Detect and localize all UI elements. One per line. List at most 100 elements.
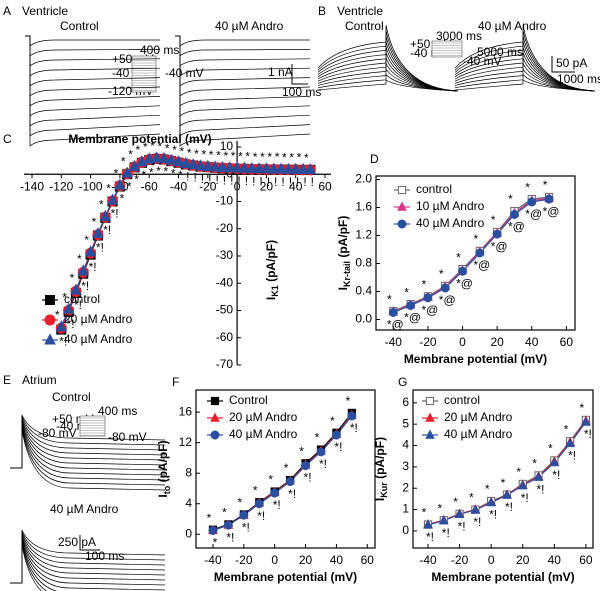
current-trace bbox=[317, 63, 459, 92]
data-point bbox=[106, 193, 119, 205]
panel-letter: B bbox=[318, 4, 326, 18]
x-tick-label: 0 bbox=[271, 553, 278, 567]
data-point bbox=[509, 210, 519, 219]
y-tick-label: -20 bbox=[216, 221, 234, 235]
significance-mark: ! bbox=[223, 173, 226, 187]
significance-mark: * bbox=[580, 401, 585, 415]
legend-label: Control bbox=[229, 393, 268, 407]
significance-mark: * bbox=[284, 461, 289, 475]
plot-frame bbox=[412, 389, 594, 549]
significance-mark: *! bbox=[96, 241, 104, 255]
significance-mark: *@ bbox=[439, 293, 456, 307]
significance-mark: *! bbox=[521, 491, 529, 505]
significance-mark: * bbox=[158, 140, 163, 154]
data-point bbox=[70, 283, 82, 295]
current-trace bbox=[10, 417, 166, 469]
data-point bbox=[223, 520, 233, 530]
legend-marker bbox=[210, 430, 220, 440]
significance-mark: * bbox=[453, 495, 458, 509]
significance-mark: *! bbox=[81, 279, 89, 293]
data-point bbox=[423, 293, 433, 303]
significance-mark: * bbox=[387, 292, 392, 306]
panel-letter: A bbox=[3, 4, 11, 18]
current-trace bbox=[317, 67, 459, 92]
panel-letter: E bbox=[3, 373, 11, 387]
series-line bbox=[212, 412, 353, 531]
protocol-label: 400 ms bbox=[98, 404, 137, 418]
legend-label: 20 µM Andro bbox=[229, 410, 298, 424]
significance-mark: * bbox=[121, 154, 126, 168]
significance-mark: ! bbox=[296, 175, 299, 189]
legend-marker bbox=[44, 333, 56, 345]
current-trace bbox=[10, 422, 166, 469]
y-axis-label: IKr-tail (pA/pF) bbox=[336, 216, 352, 291]
scale-bar bbox=[291, 64, 308, 85]
significance-mark: ! bbox=[259, 175, 262, 189]
x-tick-label: 0 bbox=[234, 179, 241, 193]
significance-mark: * bbox=[525, 180, 530, 194]
current-trace bbox=[10, 537, 166, 584]
x-tick-label: 20 bbox=[516, 553, 530, 567]
x-tick-label: 60 bbox=[579, 553, 593, 567]
data-point bbox=[527, 197, 537, 207]
significance-mark: * bbox=[532, 457, 537, 471]
significance-mark: *! bbox=[304, 471, 312, 485]
legend-label: 40 µM Andro bbox=[229, 427, 298, 441]
significance-mark: * bbox=[404, 285, 409, 299]
significance-mark: * bbox=[149, 165, 154, 179]
significance-mark: * bbox=[201, 148, 206, 162]
scale-bar bbox=[79, 535, 100, 551]
current-trace bbox=[10, 414, 166, 469]
current-trace bbox=[10, 544, 42, 591]
y-label-main: I bbox=[373, 498, 387, 501]
legend-label: 10 µM Andro bbox=[416, 199, 485, 213]
series-line bbox=[393, 197, 550, 313]
data-point bbox=[297, 162, 309, 174]
significance-mark: * bbox=[267, 150, 272, 164]
legend-marker bbox=[397, 201, 407, 211]
series-line bbox=[393, 196, 550, 312]
significance-mark: * bbox=[456, 250, 461, 264]
current-trace bbox=[454, 24, 596, 92]
y-tick-label: 6 bbox=[402, 395, 409, 409]
current-trace bbox=[10, 428, 166, 486]
significance-mark: *! bbox=[442, 526, 450, 540]
x-tick-label: 40 bbox=[289, 179, 303, 193]
panel-title: Atrium bbox=[22, 373, 57, 387]
data-point bbox=[454, 508, 465, 518]
significance-mark: * bbox=[422, 506, 427, 520]
data-point bbox=[209, 160, 221, 172]
y-axis-label: Ito (pA/pF) bbox=[156, 440, 172, 497]
y-tick-label: 8 bbox=[185, 465, 192, 479]
current-trace bbox=[10, 429, 166, 491]
x-tick-label: -40 bbox=[170, 179, 188, 193]
y-tick-label: 4 bbox=[185, 496, 192, 510]
current-trace bbox=[317, 79, 459, 92]
legend-label: 40 µM Andro bbox=[416, 216, 485, 230]
y-label-unit: (pA/pF) bbox=[336, 216, 350, 261]
legend-label: 20 µM Andro bbox=[64, 312, 133, 326]
y-tick-label: 1.2 bbox=[355, 228, 372, 242]
significance-mark: * bbox=[260, 150, 265, 164]
data-point bbox=[62, 302, 75, 314]
significance-mark: *! bbox=[334, 440, 342, 454]
significance-mark: * bbox=[70, 271, 75, 285]
condition-label: Control bbox=[345, 19, 384, 33]
legend-label: control bbox=[444, 393, 480, 407]
significance-mark: * bbox=[223, 149, 228, 163]
data-point bbox=[492, 229, 502, 239]
significance-mark: ! bbox=[201, 172, 204, 186]
y-label-main: I bbox=[264, 297, 278, 300]
data-point bbox=[150, 151, 163, 163]
y-tick-label: -10 bbox=[216, 194, 234, 208]
data-point bbox=[270, 488, 280, 498]
current-trace bbox=[10, 541, 58, 591]
y-label-sub: Kur bbox=[379, 482, 389, 498]
significance-mark: *@ bbox=[404, 311, 421, 325]
data-point bbox=[304, 163, 317, 175]
data-point bbox=[331, 430, 341, 440]
y-tick-label: 1 bbox=[402, 502, 409, 516]
y-tick-label: -40 bbox=[216, 275, 234, 289]
y-tick-label: 16 bbox=[179, 404, 193, 418]
current-trace bbox=[317, 24, 459, 92]
